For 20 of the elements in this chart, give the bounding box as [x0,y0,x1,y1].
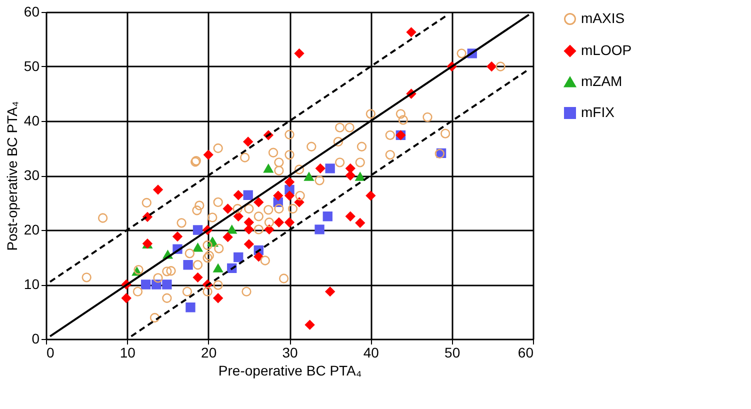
legend-label: mLOOP [581,42,632,58]
y-axis-title: Post-operative BC PTA₄ [4,101,20,251]
y-tick-label: 20 [24,222,40,238]
y-tick-label: 40 [24,112,40,128]
x-tick-label: 0 [46,344,54,360]
legend-label: mZAM [581,73,622,89]
y-tick-label: 30 [24,167,40,183]
y-tick-label: 50 [24,58,40,74]
legend-label: mAXIS [581,10,625,26]
y-tick-label: 0 [32,330,40,346]
x-tick-label: 40 [363,344,380,360]
y-tick-label: 10 [24,276,40,292]
x-tick-label: 50 [444,344,460,360]
x-tick-label: 10 [120,344,136,360]
x-tick-label: 60 [518,344,534,360]
x-tick-label: 30 [282,344,298,360]
x-tick-label: 20 [201,344,217,360]
y-tick-label: 60 [24,4,40,20]
x-axis-title: Pre-operative BC PTA₄ [218,362,362,378]
legend-label: mFIX [581,104,616,120]
